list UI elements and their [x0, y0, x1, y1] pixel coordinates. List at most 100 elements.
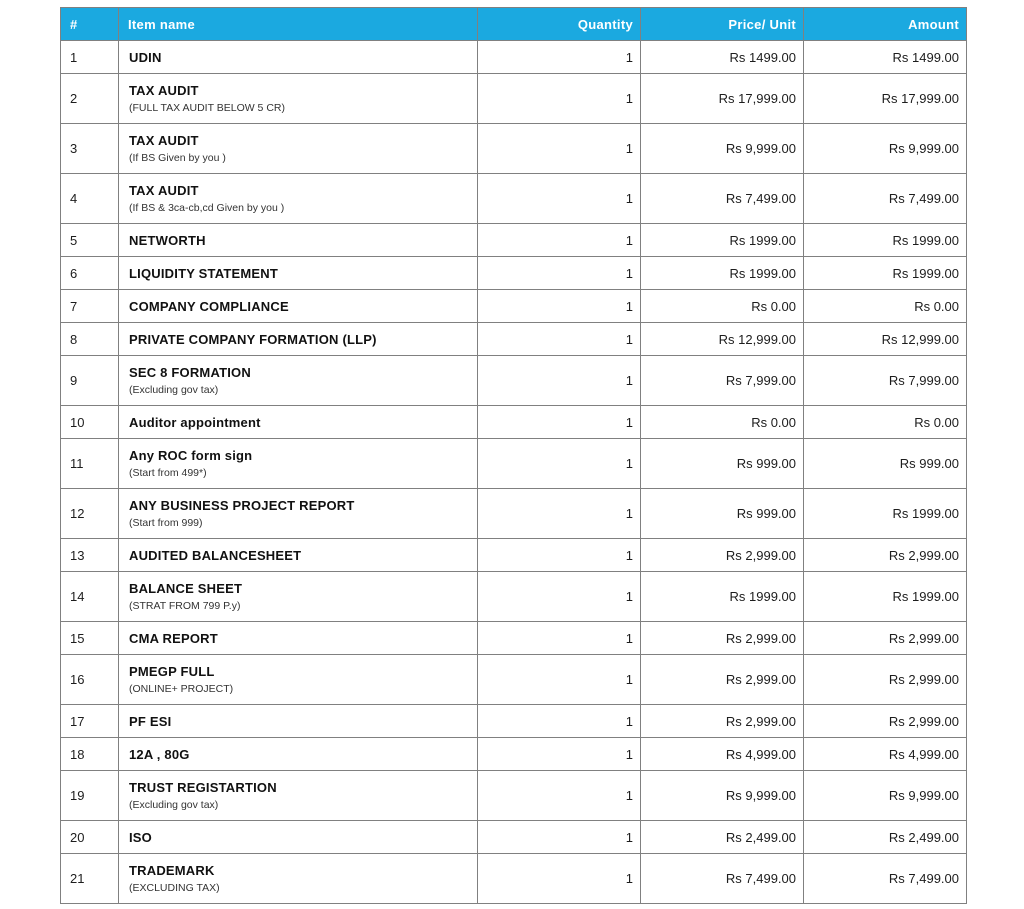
item-subtitle: (If BS & 3ca-cb,cd Given by you )	[129, 202, 285, 214]
amount-cell: Rs 1499.00	[803, 40, 967, 74]
row-number-cell: 14	[60, 571, 119, 622]
item-subtitle: (STRAT FROM 799 P.y)	[129, 600, 241, 612]
item-name: PRIVATE COMPANY FORMATION (LLP)	[129, 331, 377, 347]
quantity-cell: 1	[477, 173, 641, 224]
item-name-cell: AUDITED BALANCESHEET	[118, 538, 478, 572]
item-name: COMPANY COMPLIANCE	[129, 298, 289, 314]
row-number-cell: 16	[60, 654, 119, 705]
price-cell: Rs 1999.00	[640, 256, 804, 290]
row-number-cell: 7	[60, 289, 119, 323]
row-number-cell: 2	[60, 73, 119, 124]
header-number: #	[60, 7, 119, 41]
row-number-cell: 11	[60, 438, 119, 489]
table-row: 15 CMA REPORT 1 Rs 2,999.00 Rs 2,999.00	[60, 621, 967, 655]
price-cell: Rs 9,999.00	[640, 123, 804, 174]
row-number-cell: 1	[60, 40, 119, 74]
amount-cell: Rs 2,499.00	[803, 820, 967, 854]
table-row: 2 TAX AUDIT (FULL TAX AUDIT BELOW 5 CR) …	[60, 73, 967, 124]
row-number-cell: 17	[60, 704, 119, 738]
table-row: 19 TRUST REGISTARTION (Excluding gov tax…	[60, 770, 967, 821]
amount-cell: Rs 2,999.00	[803, 538, 967, 572]
item-name-cell: TRADEMARK (EXCLUDING TAX)	[118, 853, 478, 904]
item-subtitle: (FULL TAX AUDIT BELOW 5 CR)	[129, 102, 285, 114]
header-price-unit: Price/ Unit	[640, 7, 804, 41]
price-cell: Rs 2,999.00	[640, 538, 804, 572]
quantity-cell: 1	[477, 223, 641, 257]
amount-cell: Rs 1999.00	[803, 571, 967, 622]
price-cell: Rs 1499.00	[640, 40, 804, 74]
row-number-cell: 8	[60, 322, 119, 356]
item-name-cell: BALANCE SHEET (STRAT FROM 799 P.y)	[118, 571, 478, 622]
quantity-cell: 1	[477, 654, 641, 705]
row-number-cell: 3	[60, 123, 119, 174]
price-cell: Rs 12,999.00	[640, 322, 804, 356]
item-name: CMA REPORT	[129, 630, 218, 646]
table-row: 14 BALANCE SHEET (STRAT FROM 799 P.y) 1 …	[60, 571, 967, 622]
amount-cell: Rs 17,999.00	[803, 73, 967, 124]
price-cell: Rs 0.00	[640, 289, 804, 323]
price-cell: Rs 999.00	[640, 488, 804, 539]
item-name: UDIN	[129, 49, 162, 65]
quantity-cell: 1	[477, 488, 641, 539]
item-name: SEC 8 FORMATION	[129, 365, 251, 380]
item-name-cell: ANY BUSINESS PROJECT REPORT (Start from …	[118, 488, 478, 539]
row-number-cell: 18	[60, 737, 119, 771]
table-row: 8 PRIVATE COMPANY FORMATION (LLP) 1 Rs 1…	[60, 322, 967, 356]
price-cell: Rs 2,999.00	[640, 704, 804, 738]
table-row: 12 ANY BUSINESS PROJECT REPORT (Start fr…	[60, 488, 967, 539]
header-amount: Amount	[803, 7, 967, 41]
price-cell: Rs 2,999.00	[640, 621, 804, 655]
item-name: TAX AUDIT	[129, 83, 199, 98]
quantity-cell: 1	[477, 289, 641, 323]
table-row: 4 TAX AUDIT (If BS & 3ca-cb,cd Given by …	[60, 173, 967, 224]
item-name: 12A , 80G	[129, 746, 190, 762]
table-row: 10 Auditor appointment 1 Rs 0.00 Rs 0.00	[60, 405, 967, 439]
table-row: 5 NETWORTH 1 Rs 1999.00 Rs 1999.00	[60, 223, 967, 257]
row-number-cell: 4	[60, 173, 119, 224]
amount-cell: Rs 2,999.00	[803, 704, 967, 738]
item-subtitle: (Excluding gov tax)	[129, 384, 219, 396]
table-row: 3 TAX AUDIT (If BS Given by you ) 1 Rs 9…	[60, 123, 967, 174]
price-cell: Rs 7,999.00	[640, 355, 804, 406]
price-cell: Rs 17,999.00	[640, 73, 804, 124]
amount-cell: Rs 7,499.00	[803, 173, 967, 224]
item-subtitle: (ONLINE+ PROJECT)	[129, 683, 234, 695]
header-row: # Item name Quantity Price/ Unit Amount	[60, 7, 967, 41]
amount-cell: Rs 4,999.00	[803, 737, 967, 771]
quantity-cell: 1	[477, 820, 641, 854]
table-header: # Item name Quantity Price/ Unit Amount	[60, 7, 967, 41]
item-name: ANY BUSINESS PROJECT REPORT	[129, 498, 355, 513]
price-cell: Rs 0.00	[640, 405, 804, 439]
row-number-cell: 15	[60, 621, 119, 655]
item-name-cell: TAX AUDIT (FULL TAX AUDIT BELOW 5 CR)	[118, 73, 478, 124]
table-row: 9 SEC 8 FORMATION (Excluding gov tax) 1 …	[60, 355, 967, 406]
amount-cell: Rs 9,999.00	[803, 123, 967, 174]
row-number-cell: 6	[60, 256, 119, 290]
quantity-cell: 1	[477, 405, 641, 439]
price-cell: Rs 4,999.00	[640, 737, 804, 771]
quantity-cell: 1	[477, 355, 641, 406]
item-name: LIQUIDITY STATEMENT	[129, 265, 278, 281]
quantity-cell: 1	[477, 853, 641, 904]
row-number-cell: 9	[60, 355, 119, 406]
row-number-cell: 13	[60, 538, 119, 572]
price-cell: Rs 7,499.00	[640, 853, 804, 904]
item-name: PF ESI	[129, 713, 172, 729]
price-cell: Rs 1999.00	[640, 223, 804, 257]
item-name-cell: CMA REPORT	[118, 621, 478, 655]
item-name: TAX AUDIT	[129, 183, 199, 198]
price-cell: Rs 2,999.00	[640, 654, 804, 705]
item-name: BALANCE SHEET	[129, 581, 243, 596]
table-row: 20 ISO 1 Rs 2,499.00 Rs 2,499.00	[60, 820, 967, 854]
item-name: TAX AUDIT	[129, 133, 199, 148]
table-row: 13 AUDITED BALANCESHEET 1 Rs 2,999.00 Rs…	[60, 538, 967, 572]
table-row: 16 PMEGP FULL (ONLINE+ PROJECT) 1 Rs 2,9…	[60, 654, 967, 705]
table-row: 21 TRADEMARK (EXCLUDING TAX) 1 Rs 7,499.…	[60, 853, 967, 904]
row-number-cell: 10	[60, 405, 119, 439]
item-subtitle: (Start from 499*)	[129, 467, 207, 479]
price-cell: Rs 1999.00	[640, 571, 804, 622]
item-name: NETWORTH	[129, 232, 206, 248]
item-name-cell: Auditor appointment	[118, 405, 478, 439]
item-name: TRUST REGISTARTION	[129, 780, 277, 795]
